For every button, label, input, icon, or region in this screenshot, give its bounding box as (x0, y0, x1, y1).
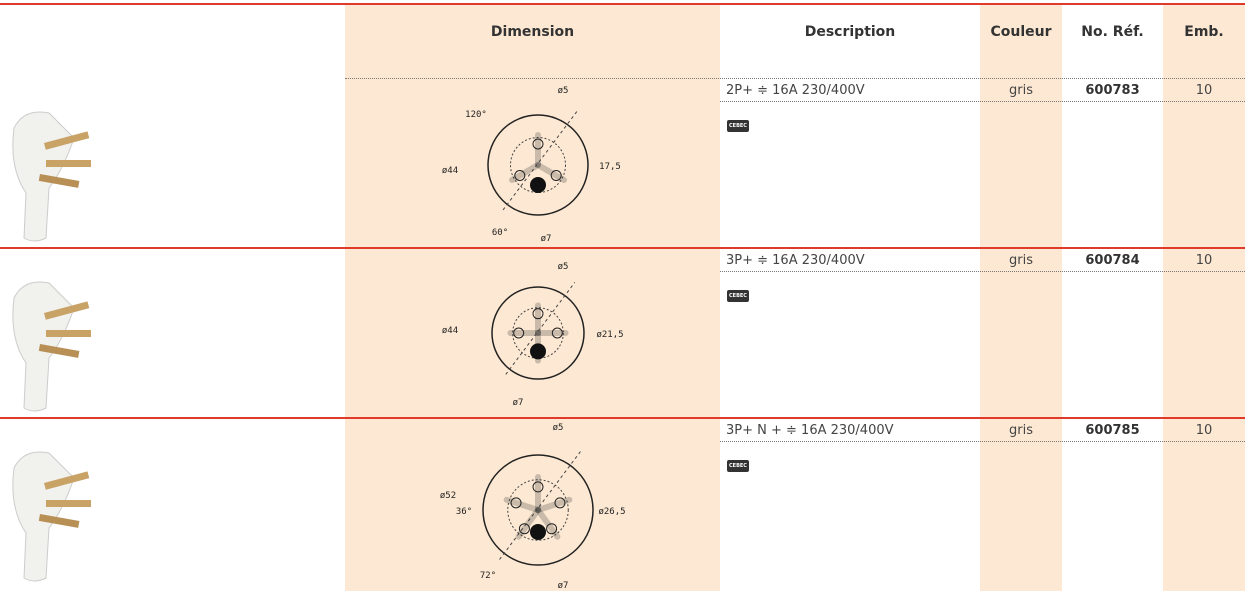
couleur: gris (1009, 423, 1033, 438)
plug-pin (46, 160, 91, 167)
column-header: Dimension (490, 24, 575, 40)
description: 2P+ ≑ 16A 230/400V (726, 83, 865, 98)
diagram-arm (535, 496, 573, 513)
plug-pin (46, 330, 91, 337)
diagram-label: ø26,5 (598, 507, 625, 517)
product-photo (12, 451, 91, 582)
diagram-earth (530, 177, 546, 193)
dimension-diagram: ø5 120° ø44 17,5 60° ø7 (442, 86, 621, 244)
dimension-column (345, 4, 720, 591)
diagram-pin (546, 523, 558, 535)
dimension-diagram: ø5 ø44 ø21,5 ø7 (442, 262, 624, 408)
plug-pin (44, 301, 90, 320)
diagram-pin (532, 481, 544, 493)
reference: 600784 (1085, 253, 1140, 268)
diagram-label: 36° (456, 507, 472, 517)
diagram-label: ø7 (513, 398, 524, 408)
plug-pin (44, 471, 90, 490)
diagram-earth (530, 524, 546, 540)
column-header: Emb. (1184, 24, 1224, 40)
diagram-pin (513, 327, 525, 339)
diagram-arm (535, 507, 561, 540)
diagram-leader (505, 282, 576, 375)
description: 3P+ ≑ 16A 230/400V (726, 253, 865, 268)
header-divider (345, 78, 1245, 79)
diagram-pin (518, 523, 530, 535)
emb: 10 (1195, 253, 1213, 268)
diagram-label: ø5 (558, 86, 569, 96)
top-rule (0, 3, 1245, 5)
reference: 600785 (1085, 423, 1140, 438)
plug-pin (46, 500, 91, 507)
diagram-arm (515, 507, 541, 540)
plug-pin (44, 131, 90, 150)
diagram-label: ø44 (442, 166, 458, 176)
diagram-label: ø5 (558, 262, 569, 272)
column-header: Description (804, 24, 896, 40)
couleur: gris (1009, 253, 1033, 268)
diagram-inner (512, 307, 564, 359)
diagram-pin (532, 138, 544, 150)
diagram-label: ø21,5 (596, 330, 623, 340)
certification-logo: CEBEC (727, 290, 749, 302)
diagram-inner (510, 137, 566, 193)
diagram-arm (503, 496, 541, 513)
diagram-earth (530, 343, 546, 360)
diagram-outline (491, 286, 585, 380)
product-photo (12, 281, 91, 412)
diagram-label: 17,5 (599, 162, 621, 172)
plug-pin (38, 514, 80, 528)
plug-pin (38, 343, 80, 358)
product-photo (12, 111, 91, 242)
diagram-pin (554, 497, 566, 509)
plug-pin (38, 174, 80, 188)
diagram-label: 120° (465, 110, 487, 120)
row-underline (720, 441, 1245, 442)
emb: 10 (1195, 423, 1213, 438)
diagram-pin (514, 170, 526, 181)
diagram-pin (551, 327, 563, 339)
diagram-label: ø7 (541, 234, 552, 244)
certification-logo: CEBEC (727, 460, 749, 472)
diagram-pin (550, 170, 562, 181)
certification-logo: CEBEC (727, 120, 749, 132)
diagram-label: ø5 (553, 423, 564, 433)
diagram-leader (502, 109, 579, 211)
diagram-pin (532, 308, 544, 320)
column-header: No. Réf. (1081, 24, 1144, 40)
row-underline (720, 101, 1245, 102)
diagram-label: 60° (492, 228, 508, 238)
couleur: gris (1009, 83, 1033, 98)
diagram-outline (487, 114, 589, 216)
reference: 600783 (1085, 83, 1140, 98)
diagram-arm (535, 162, 567, 183)
emb: 10 (1195, 83, 1213, 98)
diagram-outline (482, 454, 594, 566)
diagram-arm (509, 162, 541, 183)
diagram-label: ø7 (558, 581, 569, 588)
row-rule (0, 417, 1245, 419)
description: 3P+ N + ≑ 16A 230/400V (726, 423, 894, 438)
column-header: Couleur (990, 24, 1052, 40)
diagram-leader (499, 449, 583, 560)
diagram-inner (507, 479, 569, 541)
row-rule (0, 247, 1245, 249)
row-underline (720, 271, 1245, 272)
diagram-label: ø52 (440, 491, 456, 501)
diagram-label: 72° (480, 571, 496, 581)
diagram-label: ø44 (442, 326, 458, 336)
diagram-pin (510, 497, 522, 509)
